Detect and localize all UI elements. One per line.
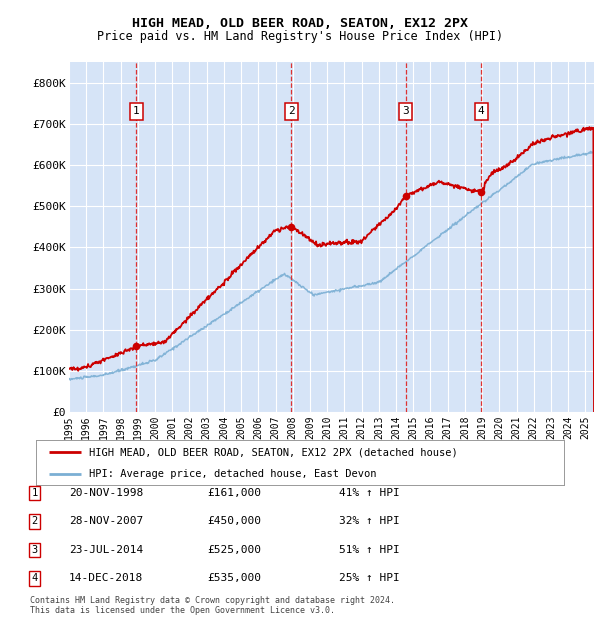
Text: Contains HM Land Registry data © Crown copyright and database right 2024.
This d: Contains HM Land Registry data © Crown c…	[30, 596, 395, 615]
Text: HIGH MEAD, OLD BEER ROAD, SEATON, EX12 2PX (detached house): HIGH MEAD, OLD BEER ROAD, SEATON, EX12 2…	[89, 447, 458, 458]
Text: 1: 1	[32, 488, 38, 498]
Text: £525,000: £525,000	[207, 545, 261, 555]
Text: 4: 4	[32, 574, 38, 583]
Text: Price paid vs. HM Land Registry's House Price Index (HPI): Price paid vs. HM Land Registry's House …	[97, 30, 503, 43]
Text: £450,000: £450,000	[207, 516, 261, 526]
Text: 4: 4	[478, 107, 485, 117]
Text: 3: 3	[32, 545, 38, 555]
Text: 14-DEC-2018: 14-DEC-2018	[69, 574, 143, 583]
Text: 41% ↑ HPI: 41% ↑ HPI	[339, 488, 400, 498]
Text: 20-NOV-1998: 20-NOV-1998	[69, 488, 143, 498]
Text: £161,000: £161,000	[207, 488, 261, 498]
Text: 2: 2	[287, 107, 295, 117]
Text: 3: 3	[402, 107, 409, 117]
Text: HPI: Average price, detached house, East Devon: HPI: Average price, detached house, East…	[89, 469, 376, 479]
Text: £535,000: £535,000	[207, 574, 261, 583]
Text: 25% ↑ HPI: 25% ↑ HPI	[339, 574, 400, 583]
Text: 28-NOV-2007: 28-NOV-2007	[69, 516, 143, 526]
Text: 23-JUL-2014: 23-JUL-2014	[69, 545, 143, 555]
Text: 51% ↑ HPI: 51% ↑ HPI	[339, 545, 400, 555]
Text: 32% ↑ HPI: 32% ↑ HPI	[339, 516, 400, 526]
Text: 1: 1	[133, 107, 140, 117]
Text: HIGH MEAD, OLD BEER ROAD, SEATON, EX12 2PX: HIGH MEAD, OLD BEER ROAD, SEATON, EX12 2…	[132, 17, 468, 30]
Text: 2: 2	[32, 516, 38, 526]
